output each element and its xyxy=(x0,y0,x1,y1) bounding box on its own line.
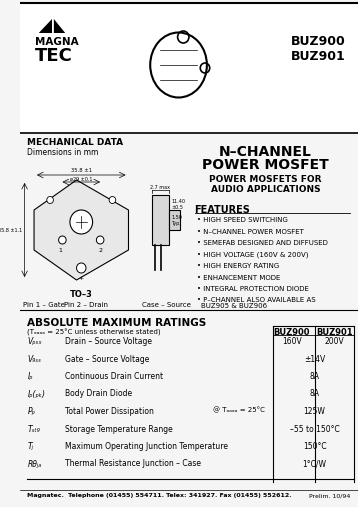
Text: Pin 2 – Drain: Pin 2 – Drain xyxy=(64,302,108,308)
Bar xyxy=(20,3,358,133)
Text: V₉ₛₛ: V₉ₛₛ xyxy=(28,354,42,364)
Text: • SEMEFAB DESIGNED AND DIFFUSED: • SEMEFAB DESIGNED AND DIFFUSED xyxy=(198,240,328,246)
Text: 200V: 200V xyxy=(324,337,344,346)
Text: POWER MOSFET: POWER MOSFET xyxy=(202,158,329,172)
Text: • N–CHANNEL POWER MOSFET: • N–CHANNEL POWER MOSFET xyxy=(198,229,304,235)
Bar xyxy=(152,195,169,245)
Text: Prelim. 10/94: Prelim. 10/94 xyxy=(309,493,350,498)
Bar xyxy=(169,210,180,230)
Text: BUZ901: BUZ901 xyxy=(291,50,346,63)
Text: 160V: 160V xyxy=(282,337,302,346)
Circle shape xyxy=(109,197,116,203)
Text: Storage Temperature Range: Storage Temperature Range xyxy=(65,424,173,433)
Text: 8A: 8A xyxy=(310,389,320,399)
Text: Case – Source: Case – Source xyxy=(142,302,191,308)
Text: 35.8 ±1: 35.8 ±1 xyxy=(71,168,92,173)
Text: Total Power Dissipation: Total Power Dissipation xyxy=(65,407,154,416)
Text: • HIGH ENERGY RATING: • HIGH ENERGY RATING xyxy=(198,263,280,269)
Text: Pin 1 – Gate: Pin 1 – Gate xyxy=(23,302,64,308)
Text: 2: 2 xyxy=(98,248,102,253)
Text: MECHANICAL DATA: MECHANICAL DATA xyxy=(28,138,124,147)
Text: • ENHANCEMENT MODE: • ENHANCEMENT MODE xyxy=(198,274,281,280)
Text: 1: 1 xyxy=(59,248,62,253)
Text: Iₚ: Iₚ xyxy=(28,372,33,381)
Text: Typ.: Typ. xyxy=(171,221,181,226)
Text: Gate – Source Voltage: Gate – Source Voltage xyxy=(65,354,150,364)
Text: BUZ900: BUZ900 xyxy=(291,35,346,48)
Text: • HIGH SPEED SWITCHING: • HIGH SPEED SWITCHING xyxy=(198,217,288,223)
Polygon shape xyxy=(34,180,129,280)
Text: 1.50: 1.50 xyxy=(171,215,182,220)
Text: MAGNA: MAGNA xyxy=(35,37,79,47)
Text: 150°C: 150°C xyxy=(303,442,326,451)
Text: 1°C/W: 1°C/W xyxy=(303,459,326,468)
Text: ±0.5: ±0.5 xyxy=(171,205,183,210)
Text: Vₚₛₓ: Vₚₛₓ xyxy=(28,337,42,346)
Text: BUZ901: BUZ901 xyxy=(316,328,353,337)
Text: 2.7 max: 2.7 max xyxy=(150,185,170,190)
Circle shape xyxy=(77,263,86,273)
Polygon shape xyxy=(54,19,65,33)
Polygon shape xyxy=(39,19,52,33)
Text: • P–CHANNEL ALSO AVAILABLE AS: • P–CHANNEL ALSO AVAILABLE AS xyxy=(198,298,316,304)
Circle shape xyxy=(96,236,104,244)
Text: 125W: 125W xyxy=(304,407,325,416)
Text: TO–3: TO–3 xyxy=(70,290,93,299)
Text: @ Tₐₐₐₐ = 25°C: @ Tₐₐₐₐ = 25°C xyxy=(213,407,265,414)
Text: BUZ900: BUZ900 xyxy=(274,328,310,337)
Text: Maximum Operating Junction Temperature: Maximum Operating Junction Temperature xyxy=(65,442,228,451)
Circle shape xyxy=(70,210,93,234)
Text: 35.8 ±1.1: 35.8 ±1.1 xyxy=(0,228,23,233)
Text: AUDIO APPLICATIONS: AUDIO APPLICATIONS xyxy=(211,185,320,194)
Text: ø29 ±0.1: ø29 ±0.1 xyxy=(70,177,92,182)
Text: +: + xyxy=(79,276,84,281)
Text: Thermal Resistance Junction – Case: Thermal Resistance Junction – Case xyxy=(65,459,201,468)
Text: ±14V: ±14V xyxy=(304,354,325,364)
Text: TEC: TEC xyxy=(35,47,73,65)
Text: 11.40: 11.40 xyxy=(171,199,185,204)
Text: ABSOLUTE MAXIMUM RATINGS: ABSOLUTE MAXIMUM RATINGS xyxy=(28,318,207,328)
Text: Pₚ: Pₚ xyxy=(28,407,35,416)
Text: Rθⱼₐ: Rθⱼₐ xyxy=(28,459,42,468)
Circle shape xyxy=(59,236,66,244)
Text: • INTEGRAL PROTECTION DIODE: • INTEGRAL PROTECTION DIODE xyxy=(198,286,309,292)
Text: • HIGH VOLTAGE (160V & 200V): • HIGH VOLTAGE (160V & 200V) xyxy=(198,251,309,258)
Text: Continuous Drain Current: Continuous Drain Current xyxy=(65,372,163,381)
Text: Tⱼ: Tⱼ xyxy=(28,442,33,451)
Text: N–CHANNEL: N–CHANNEL xyxy=(219,145,312,159)
Text: –55 to 150°C: –55 to 150°C xyxy=(290,424,339,433)
Text: Dimensions in mm: Dimensions in mm xyxy=(28,148,99,157)
Circle shape xyxy=(47,197,53,203)
Text: Tₛₜ₉: Tₛₜ₉ xyxy=(28,424,40,433)
Text: Body Drain Diode: Body Drain Diode xyxy=(65,389,132,399)
Text: Iₚ(ₚₖ): Iₚ(ₚₖ) xyxy=(28,389,45,399)
Text: FEATURES: FEATURES xyxy=(195,205,251,215)
Text: (Tₐₐₐₐ = 25°C unless otherwise stated): (Tₐₐₐₐ = 25°C unless otherwise stated) xyxy=(28,329,161,336)
Text: BUZ905 & BUZ906: BUZ905 & BUZ906 xyxy=(201,304,267,309)
Text: Drain – Source Voltage: Drain – Source Voltage xyxy=(65,337,152,346)
Text: 8A: 8A xyxy=(310,372,320,381)
Text: Magnatec.  Telephone (01455) 554711. Telex: 341927. Fax (01455) 552612.: Magnatec. Telephone (01455) 554711. Tele… xyxy=(28,493,292,498)
Text: POWER MOSFETS FOR: POWER MOSFETS FOR xyxy=(209,175,322,184)
